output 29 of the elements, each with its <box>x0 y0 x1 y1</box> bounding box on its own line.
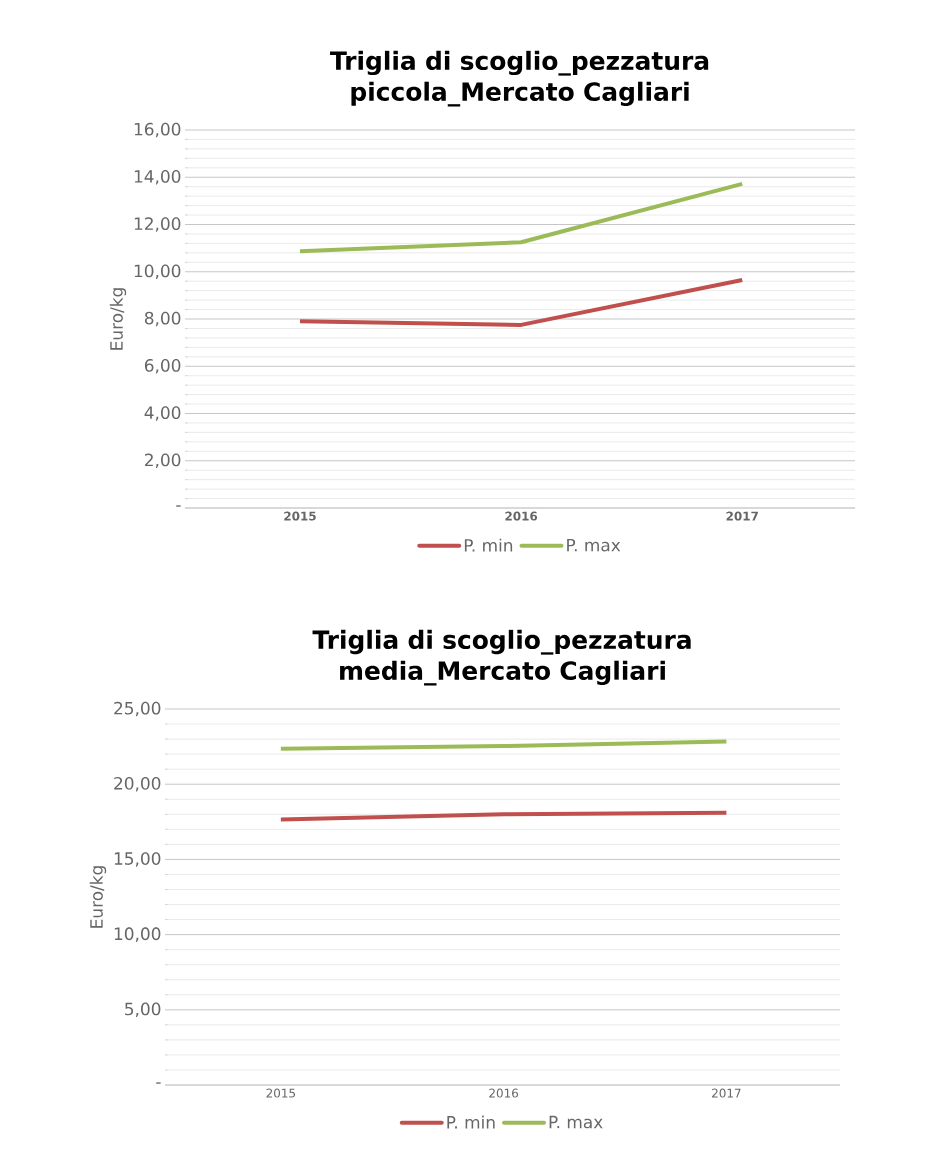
chart-title: Triglia di scoglio_pezzatura media_Mercato Cagliari <box>312 629 691 686</box>
x-tick-label: 2016 <box>505 511 538 521</box>
y-tick-label: 20,00 <box>114 776 161 792</box>
y-tick-label: 4,00 <box>144 406 181 421</box>
y-tick-label: - <box>156 1082 161 1084</box>
x-tick-label: 2015 <box>266 1088 295 1098</box>
legend-label: P. min <box>447 1115 495 1129</box>
y-tick-label: 10,00 <box>114 927 161 942</box>
y-tick-label: 5,00 <box>125 1002 161 1018</box>
legend-label: P. max <box>567 538 621 552</box>
y-tick-label: - <box>176 505 181 507</box>
y-tick-label: 8,00 <box>144 311 181 327</box>
x-tick-label: 2015 <box>284 511 316 521</box>
y-axis-title: Euro/kg <box>109 288 127 350</box>
x-tick-label: 2017 <box>712 1088 741 1098</box>
x-tick-label: 2016 <box>489 1088 519 1098</box>
x-tick-label: 2017 <box>726 511 758 521</box>
y-tick-label: 16,00 <box>134 122 181 138</box>
y-tick-label: 12,00 <box>134 217 181 232</box>
y-tick-label: 15,00 <box>114 852 161 867</box>
y-tick-label: 14,00 <box>134 169 181 185</box>
y-axis-title: Euro/kg <box>89 866 107 928</box>
y-tick-label: 25,00 <box>114 701 161 717</box>
legend-label: P. min <box>464 538 513 552</box>
y-tick-label: 6,00 <box>144 358 181 374</box>
chart-title: Triglia di scoglio_pezzatura piccola_Mercato Cagliari <box>330 50 709 107</box>
y-tick-label: 2,00 <box>145 453 181 469</box>
legend-label: P. max <box>549 1115 603 1129</box>
y-tick-label: 10,00 <box>134 264 181 280</box>
